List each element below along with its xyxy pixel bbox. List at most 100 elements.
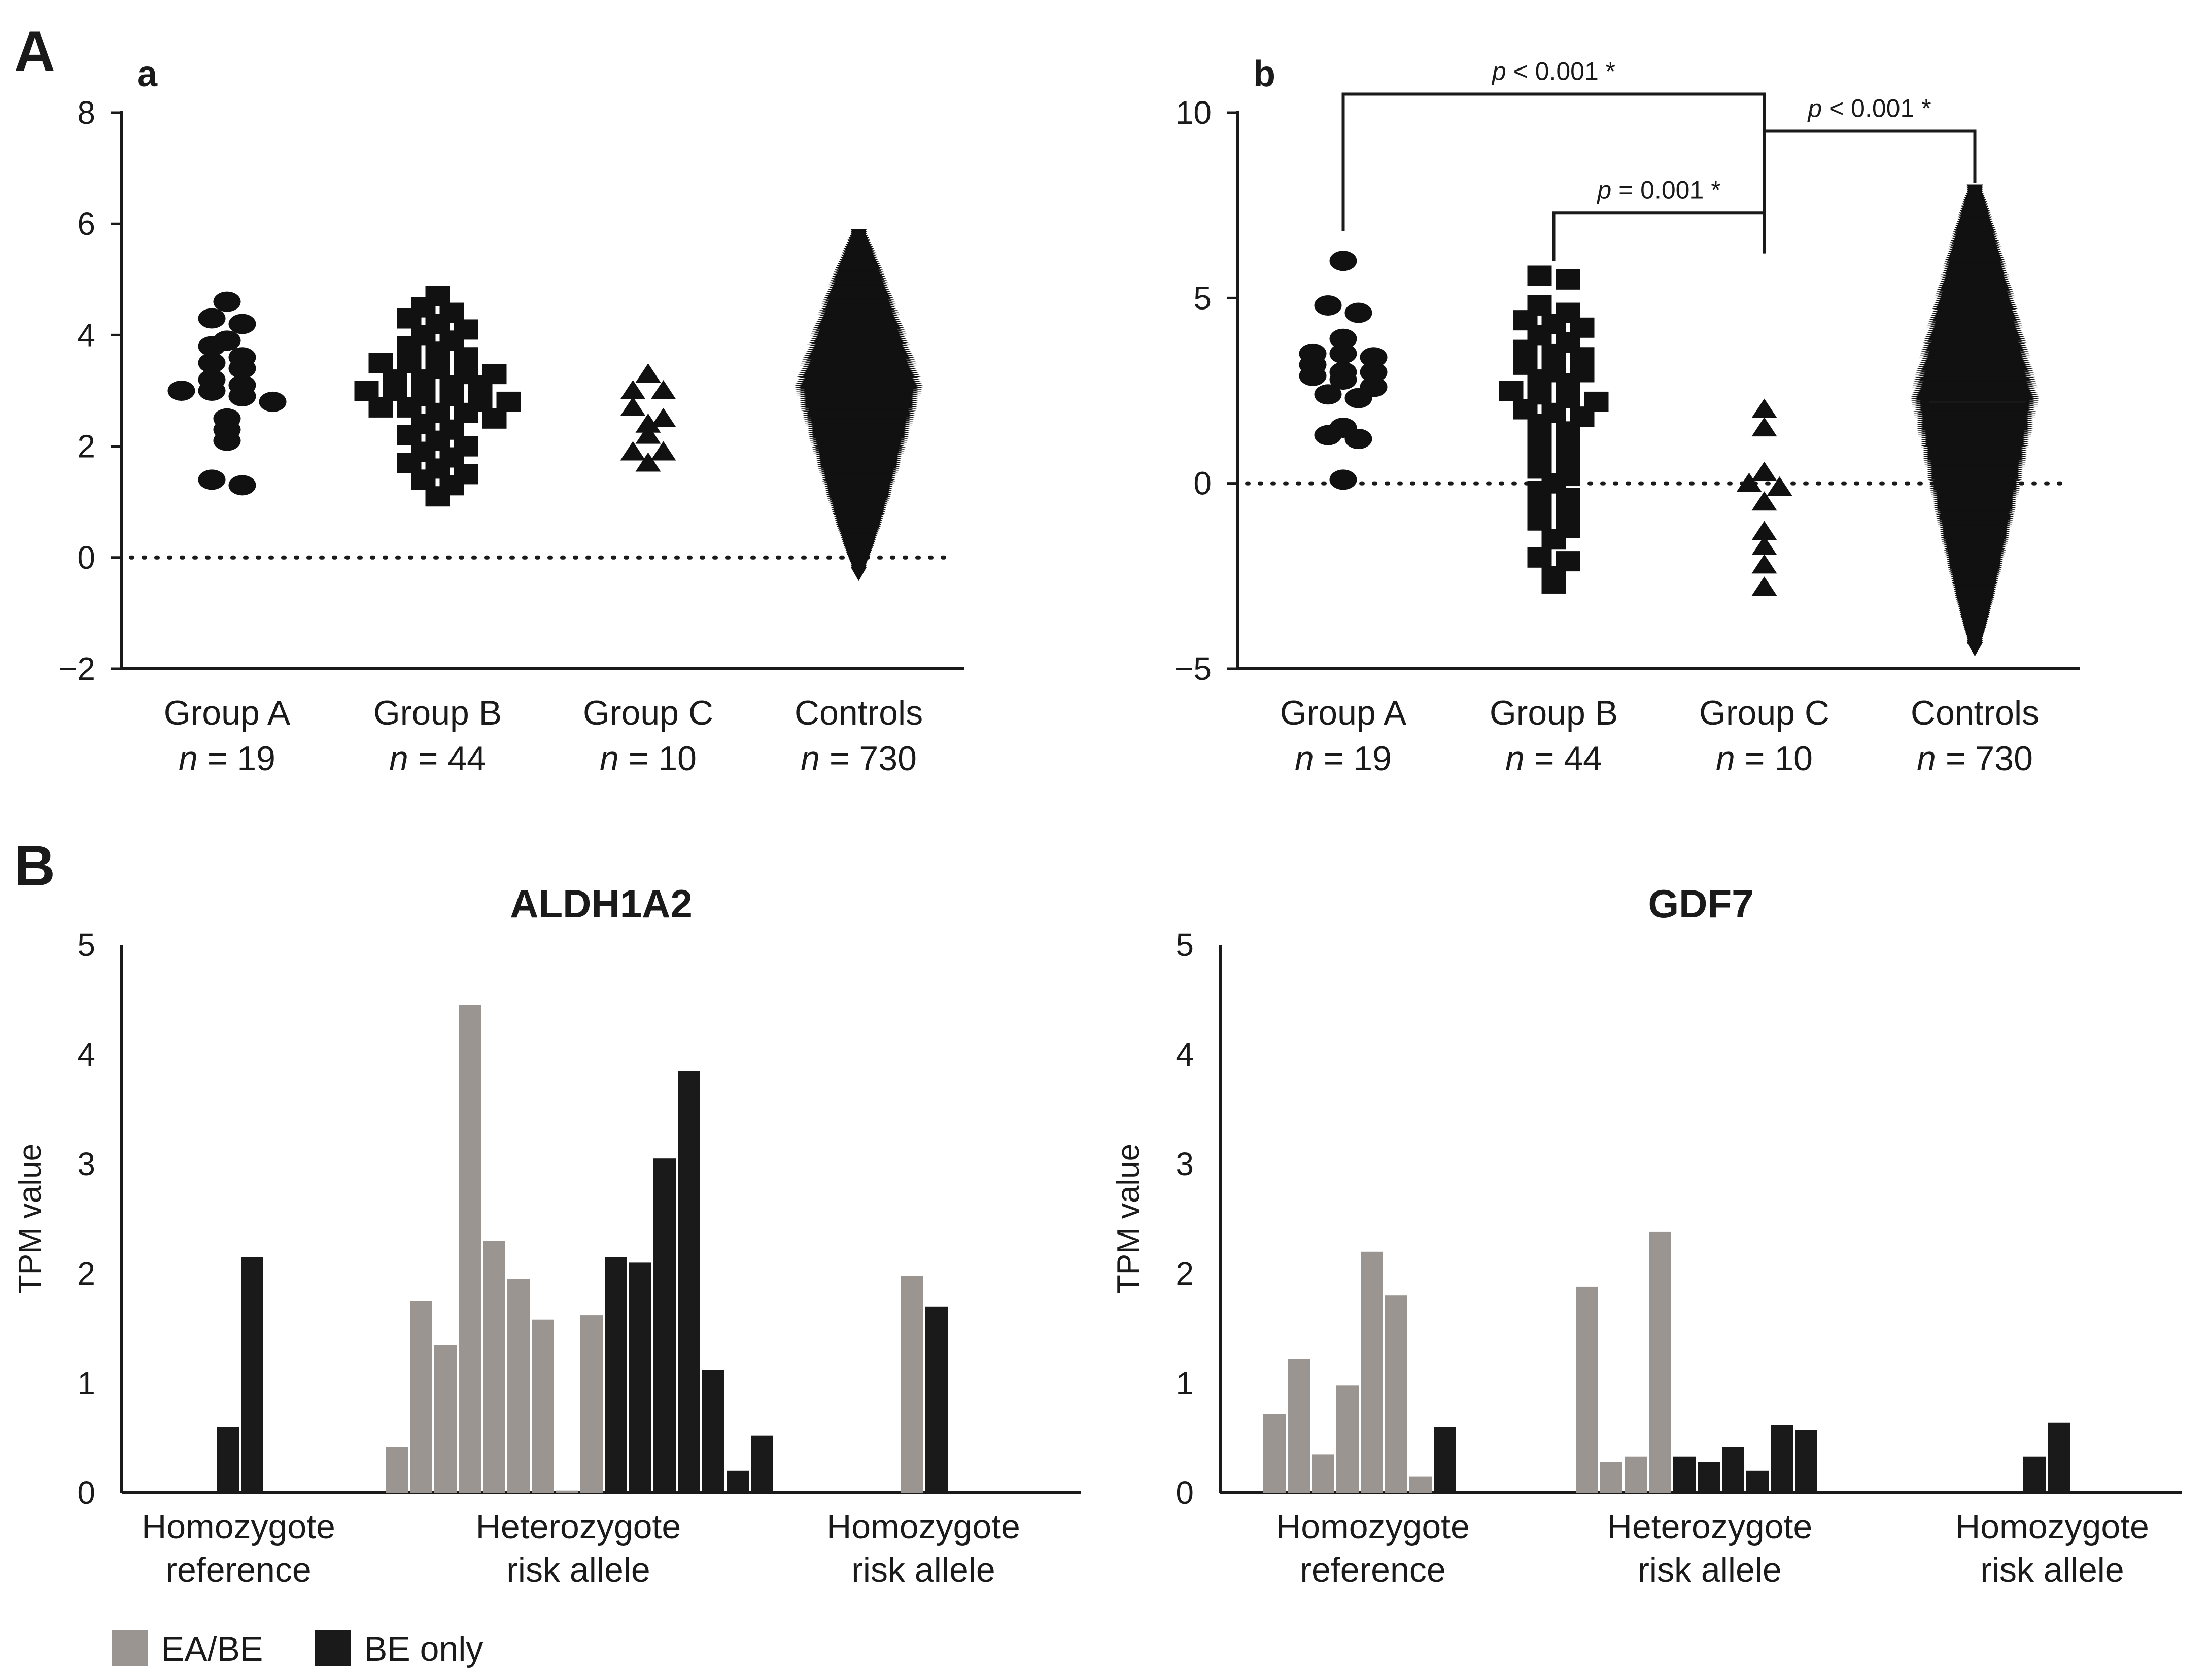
y-tick-label: 0 <box>1176 1475 1194 1511</box>
data-point <box>1314 384 1342 405</box>
data-point <box>1541 362 1566 383</box>
bar <box>629 1262 651 1493</box>
control-point <box>1966 642 1983 657</box>
panel-a-label: A <box>14 20 55 83</box>
x-category-n: n = 19 <box>179 739 275 778</box>
y-tick-label: 5 <box>1176 927 1194 963</box>
bar <box>1576 1286 1598 1493</box>
data-point <box>1527 265 1552 286</box>
x-category-label-line1: Homozygote <box>1955 1507 2149 1546</box>
data-point <box>1527 295 1552 316</box>
data-point <box>635 363 661 383</box>
x-category-n: n = 730 <box>1917 739 2033 778</box>
y-tick-label: 1 <box>77 1365 95 1401</box>
significance-bracket <box>1763 129 1977 213</box>
data-point <box>1556 269 1580 290</box>
data-point <box>1541 573 1566 594</box>
data-point <box>213 408 241 429</box>
chart-title: ALDH1A2 <box>510 881 693 926</box>
x-category-n: n = 19 <box>1295 739 1392 778</box>
data-point <box>1329 343 1357 364</box>
y-tick-label: 5 <box>77 927 95 963</box>
legend-label-be-only: BE only <box>364 1630 483 1668</box>
y-tick-label: 4 <box>1176 1036 1194 1073</box>
bar <box>1722 1447 1744 1493</box>
bar <box>2023 1456 2046 1493</box>
x-category-label: Group C <box>1699 694 1829 732</box>
bar <box>2048 1422 2070 1493</box>
data-point <box>620 380 646 399</box>
y-tick-label: 0 <box>77 539 95 576</box>
bar <box>410 1301 432 1493</box>
data-point <box>198 369 226 390</box>
x-category-label-line1: Heterozygote <box>476 1507 681 1546</box>
x-category-label-line2: risk allele <box>506 1551 650 1589</box>
x-category-n: n = 10 <box>1716 739 1813 778</box>
bar <box>1336 1385 1359 1493</box>
x-category-n: n = 10 <box>600 739 697 778</box>
bar <box>653 1158 676 1493</box>
legend: EA/BE BE only <box>112 1630 483 1668</box>
bar <box>1263 1414 1286 1493</box>
x-category-label: Group C <box>583 694 713 732</box>
significance-bracket <box>1341 92 1766 231</box>
data-point <box>1584 391 1609 412</box>
data-point <box>1314 295 1342 316</box>
subplot-letter: b <box>1253 54 1275 94</box>
data-point <box>635 413 661 433</box>
bar <box>1746 1470 1769 1493</box>
data-point <box>213 330 241 351</box>
x-category-label: Group A <box>164 694 291 732</box>
y-tick-label: 0 <box>77 1475 95 1511</box>
x-category-n: n = 730 <box>801 739 917 778</box>
significance-label: p < 0.001 * <box>1491 57 1615 85</box>
data-point <box>650 380 676 399</box>
data-point <box>1751 417 1777 437</box>
y-tick-label: 0 <box>1193 465 1212 502</box>
bar <box>1625 1456 1647 1493</box>
y-tick-label: 10 <box>1176 94 1212 131</box>
x-category-label: Group A <box>1280 694 1407 732</box>
y-axis-title: TPM value <box>13 1144 48 1294</box>
y-tick-label: 6 <box>77 205 95 242</box>
x-category-n: n = 44 <box>1505 739 1602 778</box>
x-category-label-line2: reference <box>165 1551 311 1589</box>
data-point <box>1329 328 1357 349</box>
bar <box>751 1435 773 1493</box>
data-point <box>496 391 521 412</box>
subplot-letter: a <box>137 54 158 94</box>
bar <box>580 1315 603 1493</box>
bar <box>702 1370 724 1493</box>
legend-swatch-ea-be <box>112 1630 148 1666</box>
legend-label-ea-be: EA/BE <box>161 1630 263 1668</box>
data-point <box>635 424 661 444</box>
bar <box>386 1447 408 1493</box>
x-category-label-line2: risk allele <box>1980 1551 2124 1589</box>
data-point <box>1299 343 1327 364</box>
bar <box>901 1276 923 1493</box>
significance-label: p = 0.001 * <box>1596 176 1720 204</box>
data-point <box>650 407 676 427</box>
data-point <box>1736 472 1762 492</box>
data-point <box>1751 576 1777 596</box>
data-point <box>354 381 379 401</box>
bar <box>1649 1231 1671 1493</box>
x-category-label-line1: Heterozygote <box>1607 1507 1812 1546</box>
x-category-label-line1: Homozygote <box>142 1507 335 1546</box>
y-tick-label: 3 <box>77 1146 95 1182</box>
y-tick-label: 3 <box>1176 1146 1194 1182</box>
data-point <box>1751 535 1777 555</box>
x-category-label-line2: risk allele <box>851 1551 995 1589</box>
bar <box>483 1241 505 1493</box>
data-point <box>1329 469 1357 490</box>
y-tick-label: 2 <box>77 1255 95 1292</box>
x-category-label-line2: reference <box>1300 1551 1445 1589</box>
data-point <box>1344 302 1372 323</box>
data-point <box>1329 362 1357 383</box>
chart-gdf7-bars: GDF7 0 1 2 3 4 5 TPM value Homozygote reference He… <box>1111 881 2182 1589</box>
significance-label: p < 0.001 * <box>1807 94 1931 123</box>
bar <box>1795 1430 1817 1493</box>
y-tick-label: 5 <box>1193 280 1212 316</box>
bar <box>1385 1295 1407 1493</box>
significance-bracket <box>1552 211 1766 261</box>
